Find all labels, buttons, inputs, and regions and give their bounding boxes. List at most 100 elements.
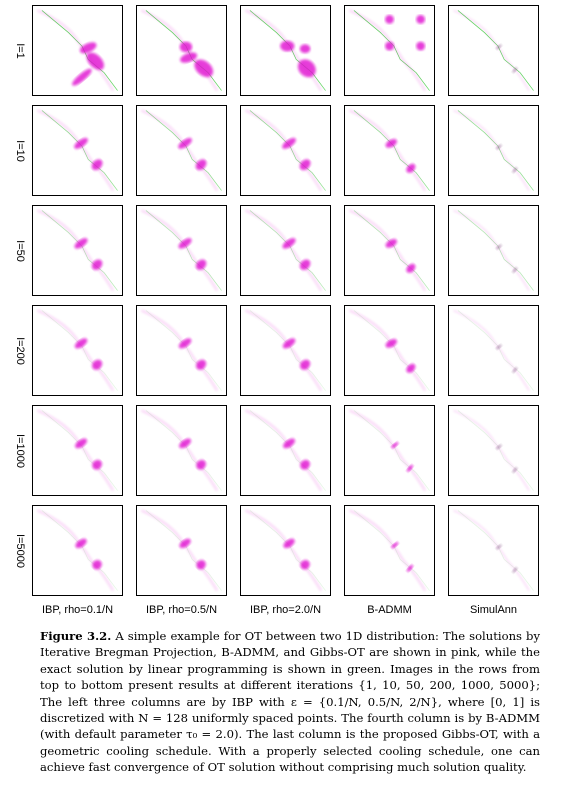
transport-plan-image bbox=[141, 509, 222, 592]
solution-trace bbox=[141, 409, 219, 492]
solution-blob bbox=[282, 238, 296, 249]
solution-blob bbox=[74, 137, 88, 149]
solution-blob bbox=[300, 560, 310, 570]
solution-trace bbox=[349, 309, 427, 392]
solution-blob bbox=[282, 137, 296, 149]
solution-blob bbox=[74, 338, 88, 349]
transport-plan-image bbox=[349, 109, 430, 192]
solution-blob bbox=[86, 52, 105, 70]
plot-panel bbox=[32, 105, 123, 196]
solution-blob bbox=[195, 259, 207, 270]
solution-trace bbox=[245, 409, 323, 492]
solution-blob bbox=[385, 14, 394, 24]
solution-trace bbox=[453, 210, 530, 291]
solution-trace bbox=[453, 10, 530, 91]
solution-blob bbox=[416, 41, 426, 51]
plot-panel bbox=[448, 405, 539, 496]
transport-plan-image bbox=[349, 9, 430, 92]
transport-plan-image bbox=[141, 109, 222, 192]
plot-panel bbox=[136, 5, 227, 96]
plot-panel bbox=[32, 205, 123, 296]
solution-blob bbox=[299, 44, 311, 54]
row-label: I=200 bbox=[14, 336, 26, 365]
solution-blob bbox=[512, 267, 518, 273]
solution-blob bbox=[299, 159, 311, 171]
plot-panel bbox=[32, 5, 123, 96]
transport-plan-image bbox=[245, 109, 326, 192]
solution-trace bbox=[453, 510, 530, 591]
solution-blob bbox=[297, 59, 316, 78]
plot-panel bbox=[32, 405, 123, 496]
solution-blob bbox=[512, 367, 518, 373]
solution-blob bbox=[91, 259, 103, 270]
exact-solution-curve bbox=[457, 310, 534, 391]
column-label: SimulAnn bbox=[469, 604, 518, 616]
solution-blob bbox=[91, 159, 103, 171]
transport-plan-image bbox=[349, 409, 430, 492]
solution-blob bbox=[72, 68, 92, 86]
solution-blob bbox=[385, 138, 397, 148]
plot-panel bbox=[344, 105, 435, 196]
solution-blob bbox=[179, 438, 191, 449]
exact-solution-curve bbox=[457, 10, 534, 91]
solution-trace bbox=[349, 209, 427, 292]
plot-panel bbox=[240, 5, 331, 96]
transport-plan-image bbox=[37, 309, 118, 392]
transport-plan-image bbox=[37, 409, 118, 492]
plot-panel bbox=[344, 505, 435, 596]
row-label: I=5000 bbox=[14, 533, 26, 568]
caption-text: A simple example for OT between two 1D d… bbox=[40, 629, 541, 775]
solution-blob bbox=[178, 238, 192, 249]
transport-plan-image bbox=[245, 209, 326, 292]
transport-plan-image bbox=[453, 410, 534, 491]
solution-blob bbox=[196, 560, 206, 570]
column-label: B-ADMM bbox=[367, 604, 412, 616]
plot-panel bbox=[136, 505, 227, 596]
solution-blob bbox=[196, 359, 207, 370]
solution-blob bbox=[495, 544, 502, 550]
transport-plan-image bbox=[453, 510, 534, 591]
solution-trace bbox=[37, 109, 115, 192]
transport-plan-image bbox=[453, 210, 534, 291]
solution-blob bbox=[385, 41, 394, 51]
solution-blob bbox=[385, 238, 397, 248]
solution-blob bbox=[512, 467, 518, 473]
solution-blob bbox=[512, 67, 518, 73]
solution-blob bbox=[92, 560, 102, 570]
solution-blob bbox=[178, 137, 192, 149]
solution-blob bbox=[92, 359, 103, 370]
solution-blob bbox=[195, 159, 207, 171]
figure-caption: Figure 3.2. A simple example for OT betw… bbox=[40, 628, 540, 776]
transport-plan-image bbox=[349, 209, 430, 292]
solution-blob bbox=[406, 263, 416, 273]
plot-panel bbox=[344, 5, 435, 96]
column-label: IBP, rho=0.5/N bbox=[145, 604, 218, 616]
exact-solution-curve bbox=[457, 510, 534, 591]
transport-plan-image bbox=[349, 309, 430, 392]
transport-plan-image bbox=[37, 209, 118, 292]
solution-blob bbox=[283, 538, 295, 549]
solution-blob bbox=[495, 144, 502, 150]
transport-plan-image bbox=[141, 409, 222, 492]
plot-panel bbox=[344, 205, 435, 296]
solution-trace bbox=[37, 9, 115, 92]
solution-blob bbox=[495, 44, 502, 50]
row-label: I=1 bbox=[14, 42, 26, 59]
solution-trace bbox=[245, 509, 323, 592]
plot-panel bbox=[32, 505, 123, 596]
solution-blob bbox=[75, 538, 87, 549]
transport-plan-image bbox=[141, 309, 222, 392]
solution-blob bbox=[512, 567, 518, 573]
caption-label: Figure 3.2. bbox=[40, 629, 112, 643]
transport-plan-image bbox=[245, 9, 326, 92]
plot-panel bbox=[240, 105, 331, 196]
solution-blob bbox=[179, 538, 191, 549]
plot-panel bbox=[344, 405, 435, 496]
solution-trace bbox=[37, 309, 115, 392]
solution-blob bbox=[179, 41, 193, 53]
solution-blob bbox=[495, 444, 502, 450]
transport-plan-image bbox=[245, 409, 326, 492]
plot-panel bbox=[136, 305, 227, 396]
solution-blob bbox=[391, 541, 399, 549]
solution-blob bbox=[283, 438, 295, 449]
